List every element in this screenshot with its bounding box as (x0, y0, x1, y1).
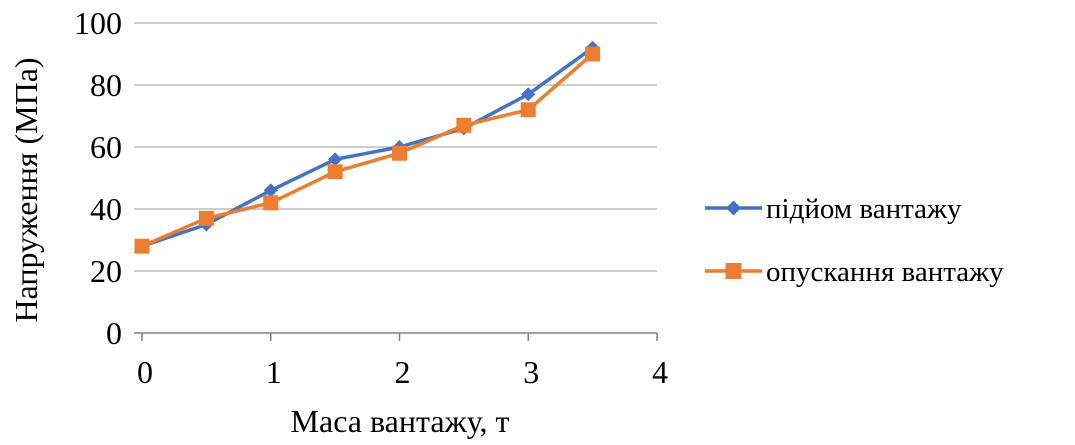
legend-marker-square (725, 263, 742, 279)
data-point-square (585, 46, 601, 62)
legend-label: підйом вантажу (766, 193, 962, 225)
data-point-square (392, 145, 407, 161)
x-axis-title: Маса вантажу, т (291, 403, 510, 439)
series-2 (134, 46, 601, 254)
x-tick-label: 0 (137, 354, 153, 390)
y-tick-label: 0 (106, 315, 122, 351)
data-point-square (134, 238, 150, 254)
series (134, 40, 601, 254)
legend-item: підйом вантажу (705, 193, 962, 225)
data-point-diamond (328, 152, 343, 167)
y-axis-title: Напруження (МПа) (8, 57, 44, 322)
data-point-square (456, 117, 472, 133)
legend: підйом вантажу опускання вантажу (705, 193, 1004, 288)
data-point-square (263, 195, 279, 211)
data-point-square (327, 164, 343, 180)
legend-item: опускання вантажу (705, 256, 1004, 288)
y-tick-label: 20 (90, 253, 122, 289)
x-tick-label: 1 (266, 354, 282, 390)
y-tick-label: 60 (90, 129, 122, 165)
data-point-square (520, 102, 536, 118)
legend-marker-diamond (726, 200, 741, 216)
series-line (141, 46, 594, 248)
tick-labels: 0 20 40 60 80 100 0 1 2 3 4 (74, 5, 668, 390)
data-point-diamond (521, 87, 536, 102)
x-tick-label: 3 (523, 354, 539, 390)
y-tick-label: 40 (90, 191, 122, 227)
x-tick-label: 2 (395, 354, 411, 390)
axes (134, 332, 658, 341)
data-point-square (198, 210, 214, 226)
series-line (141, 52, 594, 248)
y-tick-label: 100 (74, 5, 122, 41)
y-tick-label: 80 (90, 67, 122, 103)
x-tick-label: 4 (652, 354, 668, 390)
legend-label: опускання вантажу (766, 256, 1004, 288)
data-point-diamond (263, 183, 278, 198)
